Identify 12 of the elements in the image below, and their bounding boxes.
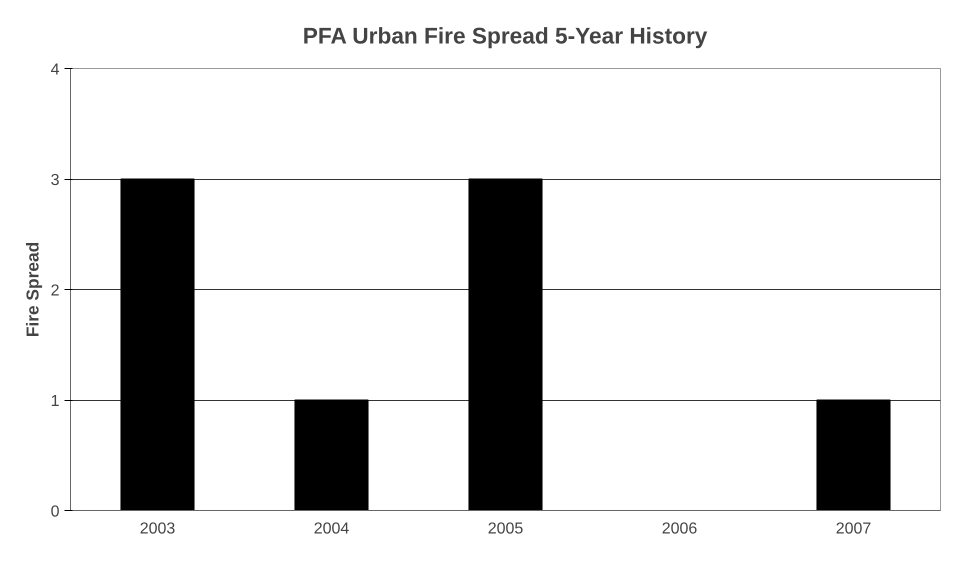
x-tick-label: 2003	[140, 520, 176, 538]
y-tick-label: 1	[50, 393, 60, 410]
y-tick-label: 3	[50, 172, 60, 189]
x-tick-label: 2005	[488, 520, 524, 538]
x-tick-label: 2006	[662, 520, 698, 538]
y-axis-title: Fire Spread	[22, 242, 43, 338]
x-tick-label: 2007	[836, 520, 872, 538]
x-tick-label: 2004	[314, 520, 350, 538]
y-tick-label: 0	[50, 504, 60, 520]
y-tick-label: 2	[50, 282, 60, 300]
y-tick-label: 4	[50, 62, 60, 78]
chart-title: PFA Urban Fire Spread 5-Year History	[302, 22, 708, 48]
